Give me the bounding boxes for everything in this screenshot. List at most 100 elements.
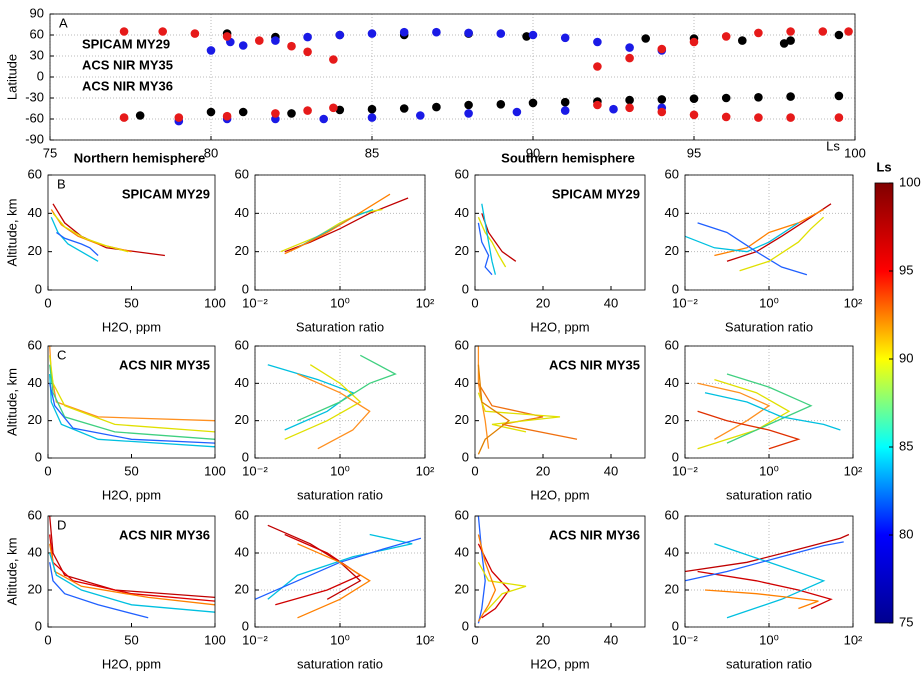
y-tick-label: 0: [35, 618, 42, 633]
y-tick-label: 60: [665, 337, 679, 352]
profile-line: [684, 222, 799, 253]
axes-frame: [49, 13, 856, 141]
profile-line: [284, 364, 362, 440]
axes-frame: [684, 345, 854, 459]
axes-frame: [254, 174, 426, 291]
y-tick-label: 20: [235, 581, 249, 596]
y-tick-label: 0: [35, 281, 42, 296]
scatter-point: [786, 113, 795, 122]
y-tick-label: 60: [28, 166, 42, 181]
y-tick-label: 20: [235, 243, 249, 258]
profile-line: [726, 373, 813, 444]
x-tick-label: 10⁻²: [672, 632, 698, 647]
scatter-point: [657, 107, 667, 117]
scatter-point: [367, 104, 377, 114]
y-tick-label: 40: [455, 205, 469, 220]
y-tick-label: 0: [672, 618, 679, 633]
scatter-point: [834, 30, 844, 40]
y-tick-label: 60: [235, 507, 249, 522]
scatter-point: [560, 97, 570, 107]
colorbar-tick-label: 80: [899, 526, 913, 541]
x-tick-label: 10²: [416, 632, 435, 647]
y-tick-label: 40: [665, 205, 679, 220]
y-tick-label: 20: [28, 243, 42, 258]
scatter-point: [174, 113, 184, 122]
profile-line: [49, 552, 216, 613]
x-axis-label: saturation ratio: [726, 656, 812, 671]
x-axis-label: saturation ratio: [726, 487, 812, 502]
x-tick-label: 10²: [844, 632, 863, 647]
y-tick-label: 60: [28, 337, 42, 352]
plot-area: [475, 175, 645, 290]
x-tick-label: 0: [44, 463, 51, 478]
scatter-point: [738, 36, 747, 45]
panel-title: ACS NIR MY36: [119, 527, 210, 542]
scatter-point: [625, 53, 634, 63]
x-tick-label: 10⁻²: [672, 463, 698, 478]
scatter-point: [206, 46, 216, 55]
profile-line: [297, 354, 397, 422]
scatter-point: [271, 109, 280, 118]
profile-line: [697, 222, 808, 276]
y-tick-label: 40: [455, 375, 469, 390]
scatter-point: [657, 95, 667, 104]
x-axis-label: Saturation ratio: [296, 319, 384, 334]
scatter-point: [834, 91, 844, 101]
y-tick-label: 20: [665, 581, 679, 596]
profile-line: [49, 364, 216, 440]
x-tick-label: 10⁰: [330, 632, 350, 647]
x-tick-label: 10⁻²: [672, 295, 698, 310]
x-tick-label: 10⁻²: [242, 463, 268, 478]
y-tick-label: 40: [235, 544, 249, 559]
profile-line: [297, 373, 371, 450]
axes-frame: [474, 515, 646, 628]
colorbar-tick-label: 95: [899, 262, 913, 277]
profile-line: [56, 231, 99, 256]
y-axis-label: Altitude, km: [4, 368, 19, 436]
scatter-point: [522, 32, 531, 41]
y-tick-label: 30: [30, 47, 44, 62]
scatter-point: [721, 93, 731, 103]
scatter-point: [238, 107, 248, 117]
column-heading: Southern hemisphere: [501, 150, 635, 165]
scatter-point: [464, 100, 473, 110]
profile-line: [297, 543, 371, 619]
scatter-point: [303, 32, 312, 42]
y-tick-label: 0: [462, 281, 469, 296]
scatter-point: [786, 92, 795, 101]
profile-line: [50, 216, 99, 262]
scatter-point: [432, 27, 441, 37]
y-axis-label: Latitude: [4, 54, 19, 100]
y-tick-label: -30: [25, 89, 44, 104]
y-tick-label: 0: [672, 281, 679, 296]
y-tick-label: -90: [25, 131, 44, 146]
profile-line: [684, 541, 844, 582]
y-tick-label: 0: [242, 618, 249, 633]
y-tick-label: 40: [235, 205, 249, 220]
colorbar-tick-label: 100: [899, 174, 921, 189]
profile-line: [697, 410, 801, 450]
scatter-point: [222, 111, 232, 121]
profile-line: [704, 392, 841, 431]
x-tick-label: 0: [44, 295, 51, 310]
x-axis-label: Ls: [826, 138, 840, 153]
scatter-point: [287, 41, 296, 51]
scatter-point: [593, 62, 602, 71]
plot-area: [685, 516, 853, 627]
panel-title: ACS NIR MY35: [119, 357, 210, 372]
y-tick-label: 60: [455, 337, 469, 352]
y-tick-label: 60: [455, 507, 469, 522]
x-tick-label: 10⁰: [330, 463, 350, 478]
profile-line: [477, 364, 511, 455]
colorbar-tick-label: 85: [899, 438, 913, 453]
scatter-point: [367, 29, 377, 38]
x-tick-label: 0: [471, 632, 478, 647]
x-tick-label: 10⁰: [759, 295, 779, 310]
x-axis-label: H2O, ppm: [530, 656, 589, 671]
plot-area: [48, 516, 215, 627]
scatter-point: [416, 111, 425, 120]
profile-line: [714, 543, 826, 619]
colorbar-tick-label: 90: [899, 350, 913, 365]
profile-line: [49, 383, 216, 444]
x-tick-label: 50: [124, 632, 138, 647]
